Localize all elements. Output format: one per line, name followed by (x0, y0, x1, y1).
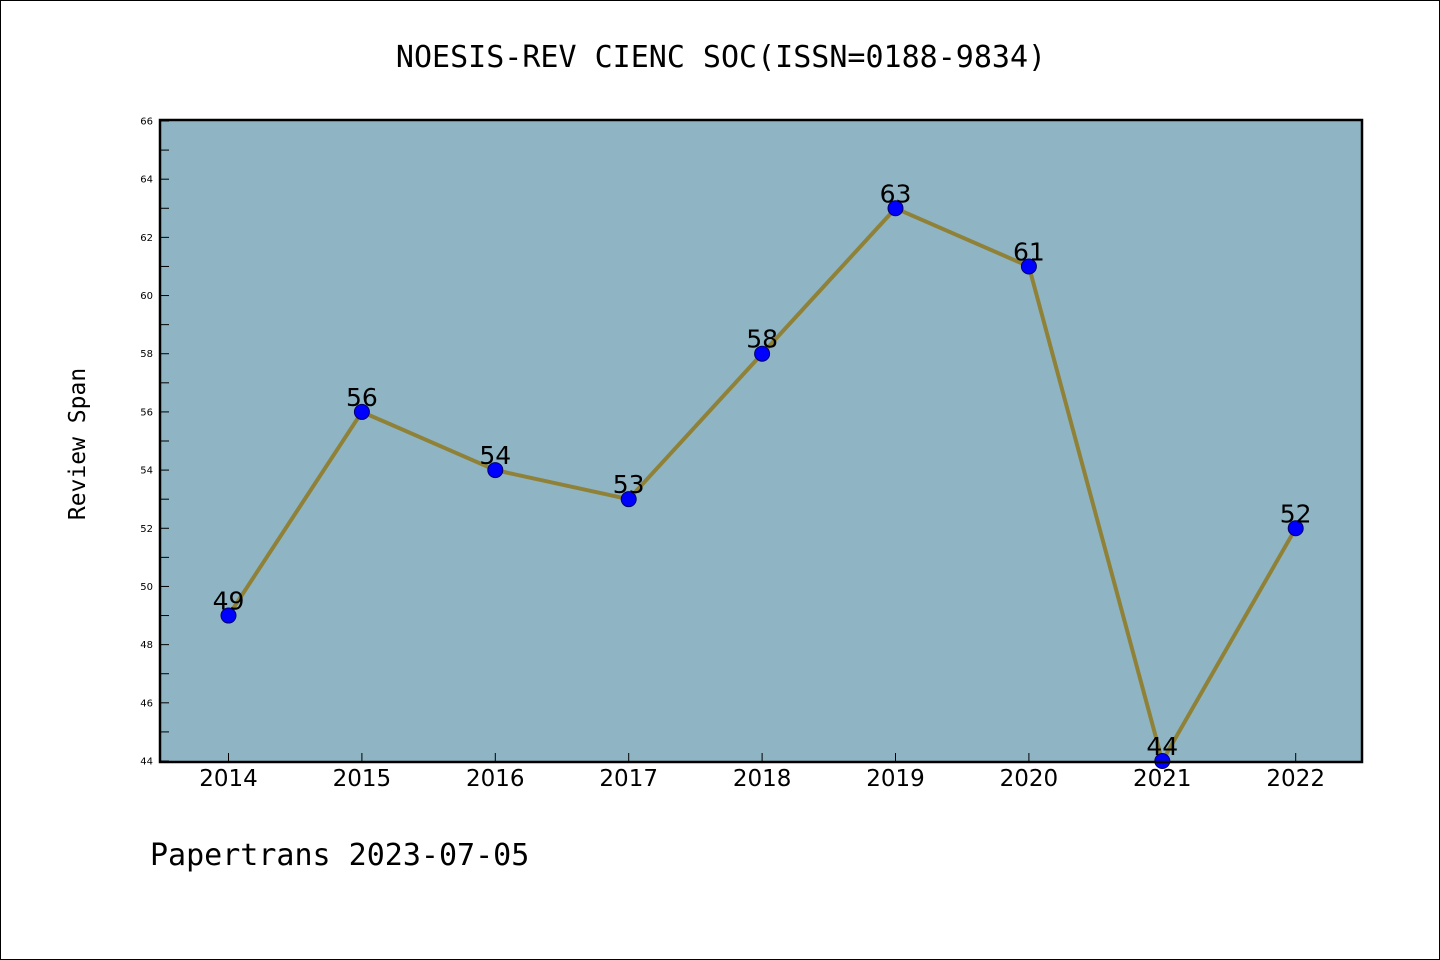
y-tick-label: 52 (140, 524, 153, 535)
x-tick-label: 2016 (466, 766, 525, 792)
x-tick-label: 2020 (1000, 766, 1059, 792)
footer-credit: Papertrans 2023-07-05 (150, 838, 529, 873)
data-label: 61 (1013, 237, 1045, 266)
y-tick-label: 64 (140, 175, 153, 186)
data-label: 58 (746, 325, 778, 354)
y-axis-label: Review Span (65, 368, 91, 520)
y-tick-label: 62 (140, 233, 153, 244)
x-tick-label: 2015 (333, 766, 392, 792)
x-tick-label: 2021 (1133, 766, 1192, 792)
x-tick-label: 2022 (1266, 766, 1325, 792)
x-tick-label: 2018 (733, 766, 792, 792)
data-label: 44 (1146, 732, 1178, 761)
y-tick-label: 50 (140, 582, 153, 593)
y-tick-label: 66 (140, 117, 153, 128)
data-label: 52 (1280, 499, 1312, 528)
chart-title: NOESIS-REV CIENC SOC(ISSN=0188-9834) (396, 40, 1046, 75)
x-tick-label: 2019 (866, 766, 925, 792)
y-tick-label: 58 (140, 349, 153, 360)
y-tick-label: 60 (140, 291, 153, 302)
y-tick-label: 44 (140, 757, 153, 768)
data-label: 49 (213, 587, 245, 616)
data-label: 53 (613, 470, 645, 499)
y-tick-label: 56 (140, 407, 153, 418)
plot-area (160, 120, 1362, 762)
y-tick-label: 48 (140, 640, 153, 651)
y-tick-label: 54 (140, 466, 153, 477)
data-label: 54 (479, 441, 511, 470)
x-tick-label: 2014 (199, 766, 258, 792)
y-tick-label: 46 (140, 698, 153, 709)
data-label: 56 (346, 383, 378, 412)
data-label: 63 (880, 179, 912, 208)
x-tick-label: 2017 (599, 766, 658, 792)
